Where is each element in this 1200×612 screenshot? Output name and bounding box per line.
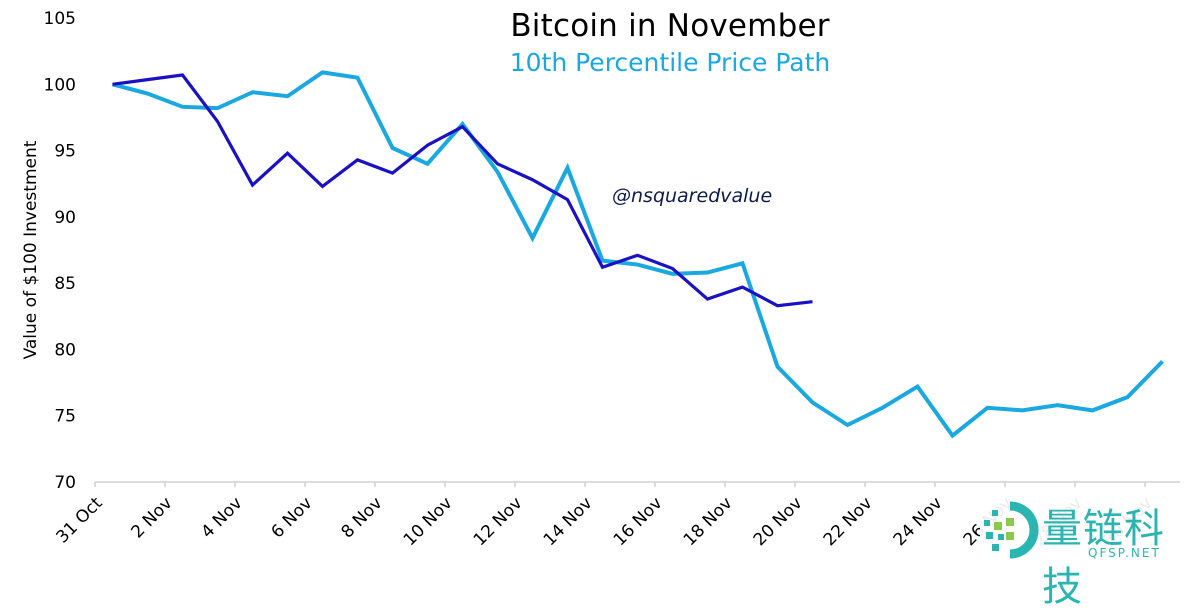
y-tick-label: 100 [44,75,76,95]
x-tick-label: 16 Nov [610,493,667,550]
chart-title: Bitcoin in November [510,8,830,44]
x-tick-label: 2 Nov [127,493,176,542]
author-handle: @nsquaredvalue [612,185,773,207]
x-tick-label: 8 Nov [337,493,386,542]
watermark-logo-icon [984,501,1039,559]
y-tick-label: 90 [54,208,76,228]
percentile-path-line [111,70,1164,439]
watermark: 量链科技 QFSP.NET [980,496,1200,610]
chart-subtitle: 10th Percentile Price Path [509,48,831,77]
x-tick-label: 4 Nov [197,493,246,542]
x-tick-label: 10 Nov [400,493,457,550]
y-tick-label: 75 [54,407,76,427]
x-tick-label: 14 Nov [540,493,597,550]
y-tick-label: 80 [54,340,76,360]
y-tick-label: 85 [54,274,76,294]
x-tick-label: 22 Nov [820,493,877,550]
watermark-subtext: QFSP.NET [1088,546,1161,560]
line-chart: 70 75 80 85 90 95 100 105 31 Oct 2 Nov 4 Nov 6 Nov 8… [44,9,1180,550]
y-tick-label: 70 [54,473,76,493]
x-tick-label: 24 Nov [890,493,947,550]
x-tick-label: 31 Oct [52,493,106,547]
x-tick-label: 12 Nov [470,493,527,550]
x-tick-label: 20 Nov [750,493,807,550]
x-tick-label: 6 Nov [267,493,316,542]
y-tick-label: 95 [54,142,76,162]
actual-price-line [112,73,813,308]
x-tick-label: 18 Nov [680,493,737,550]
y-tick-label: 105 [44,9,76,29]
